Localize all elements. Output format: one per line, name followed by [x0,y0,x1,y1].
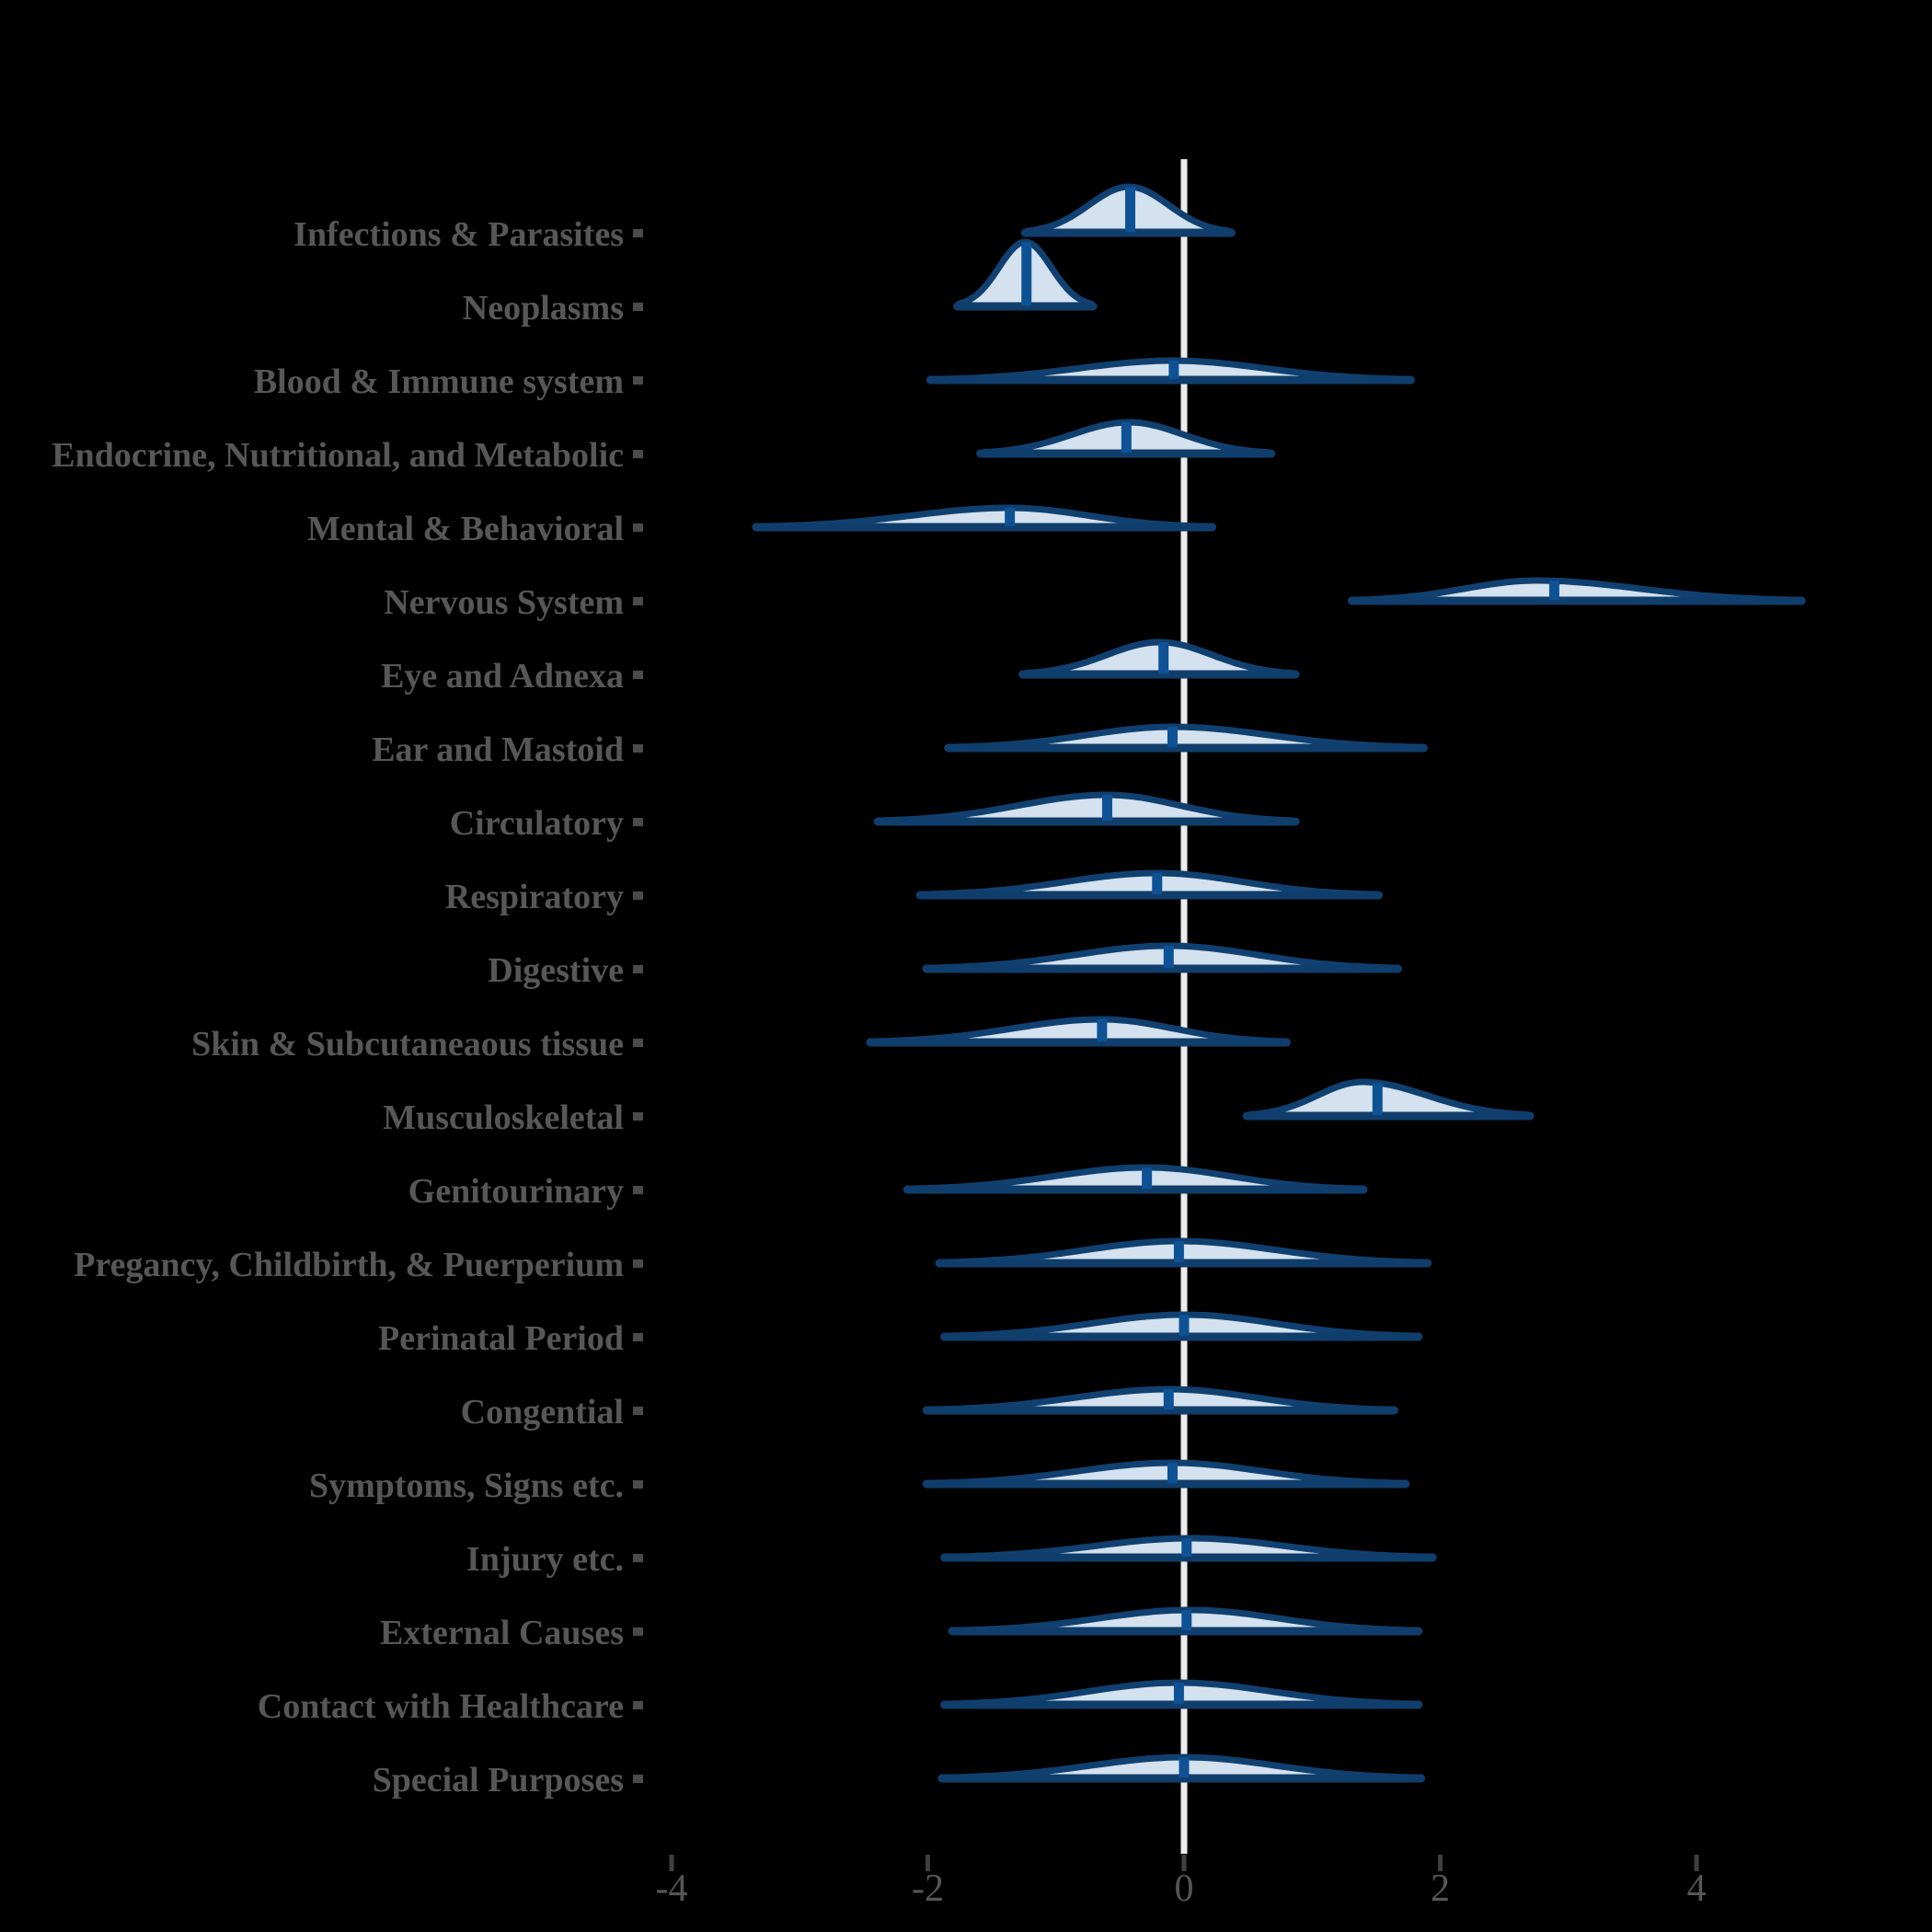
category-label-genitourinary: Genitourinary [408,1172,624,1211]
category-label-symptoms-signs-etc: Symptoms, Signs etc. [309,1466,624,1505]
y-tick-symptoms-signs-etc [633,1480,643,1489]
category-label-external-causes: External Causes [380,1614,624,1652]
y-tick-mental-behavioral [633,523,643,532]
density-outline-external-causes [949,1606,1422,1635]
y-tick-nervous-system [633,597,643,605]
category-label-nervous-system: Nervous System [384,583,624,622]
y-tick-infections-parasites [633,229,643,237]
y-tick-injury-etc [633,1554,643,1562]
x-tick-label-2: 2 [1431,1868,1450,1910]
category-label-mental-behavioral: Mental & Behavioral [307,510,624,548]
density-outline-skin-subcutaneaous-tissue [867,1016,1290,1046]
density-outline-infections-parasites [1021,183,1235,236]
density-outline-eye-and-adnexa [1019,638,1299,678]
density-fill-symptoms-signs-etc [926,1463,1406,1484]
category-label-pregancy-childbirth-puerperium: Pregancy, Childbirth, & Puerperium [74,1246,624,1284]
density-outline-congential [923,1386,1397,1414]
y-tick-special-purposes [633,1775,643,1783]
density-outline-digestive [923,942,1401,972]
density-fill-congential [926,1389,1395,1410]
category-label-digestive: Digestive [488,951,624,990]
density-outline-ear-and-mastoid [945,723,1427,752]
category-label-respiratory: Respiratory [445,878,624,916]
density-outline-neoplasms [954,238,1097,310]
category-label-neoplasms: Neoplasms [463,289,624,328]
category-label-circulatory: Circulatory [450,804,624,843]
y-tick-perinatal-period [633,1333,643,1341]
category-label-blood-immune-system: Blood & Immune system [254,362,624,401]
x-tick-label-4: 4 [1687,1868,1707,1910]
category-label-perinatal-period: Perinatal Period [378,1319,624,1358]
y-tick-contact-with-healthcare [633,1701,643,1709]
x-tick-label--2: -2 [912,1868,944,1910]
y-tick-neoplasms [633,303,643,311]
y-tick-digestive [633,965,643,973]
y-tick-endocrine-nutritional-and-metabolic [633,450,643,458]
y-tick-ear-and-mastoid [633,744,643,753]
y-tick-circulatory [633,818,643,826]
density-outline-circulatory [874,791,1299,825]
x-tick-label--4: -4 [656,1868,688,1910]
category-label-injury-etc: Injury etc. [466,1540,624,1579]
y-tick-blood-immune-system [633,376,643,385]
category-label-contact-with-healthcare: Contact with Healthcare [258,1687,624,1726]
y-tick-pregancy-childbirth-puerperium [633,1259,643,1268]
category-label-special-purposes: Special Purposes [373,1761,624,1800]
y-tick-congential [633,1407,643,1415]
density-outline-respiratory [916,869,1383,899]
y-tick-musculoskeletal [633,1112,643,1121]
y-tick-skin-subcutaneaous-tissue [633,1039,643,1047]
category-label-infections-parasites: Infections & Parasites [293,215,624,254]
density-outline-injury-etc [941,1535,1436,1561]
density-outline-genitourinary [903,1164,1367,1193]
category-label-ear-and-mastoid: Ear and Mastoid [372,730,624,769]
category-label-congential: Congential [461,1393,624,1432]
y-tick-respiratory [633,891,643,900]
density-outline-musculoskeletal [1243,1078,1534,1120]
density-outline-blood-immune-system [926,357,1414,384]
category-label-skin-subcutaneaous-tissue: Skin & Subcutaneaous tissue [191,1025,624,1064]
category-label-eye-and-adnexa: Eye and Adnexa [381,657,624,696]
density-outline-symptoms-signs-etc [923,1459,1409,1488]
category-label-endocrine-nutritional-and-metabolic: Endocrine, Nutritional, and Metabolic [52,436,624,475]
density-fill-digestive [926,946,1398,969]
density-fill-respiratory [920,873,1379,895]
y-tick-external-causes [633,1627,643,1636]
y-tick-eye-and-adnexa [633,671,643,679]
y-tick-genitourinary [633,1186,643,1194]
x-tick-label-0: 0 [1175,1868,1194,1910]
category-label-musculoskeletal: Musculoskeletal [383,1098,624,1137]
